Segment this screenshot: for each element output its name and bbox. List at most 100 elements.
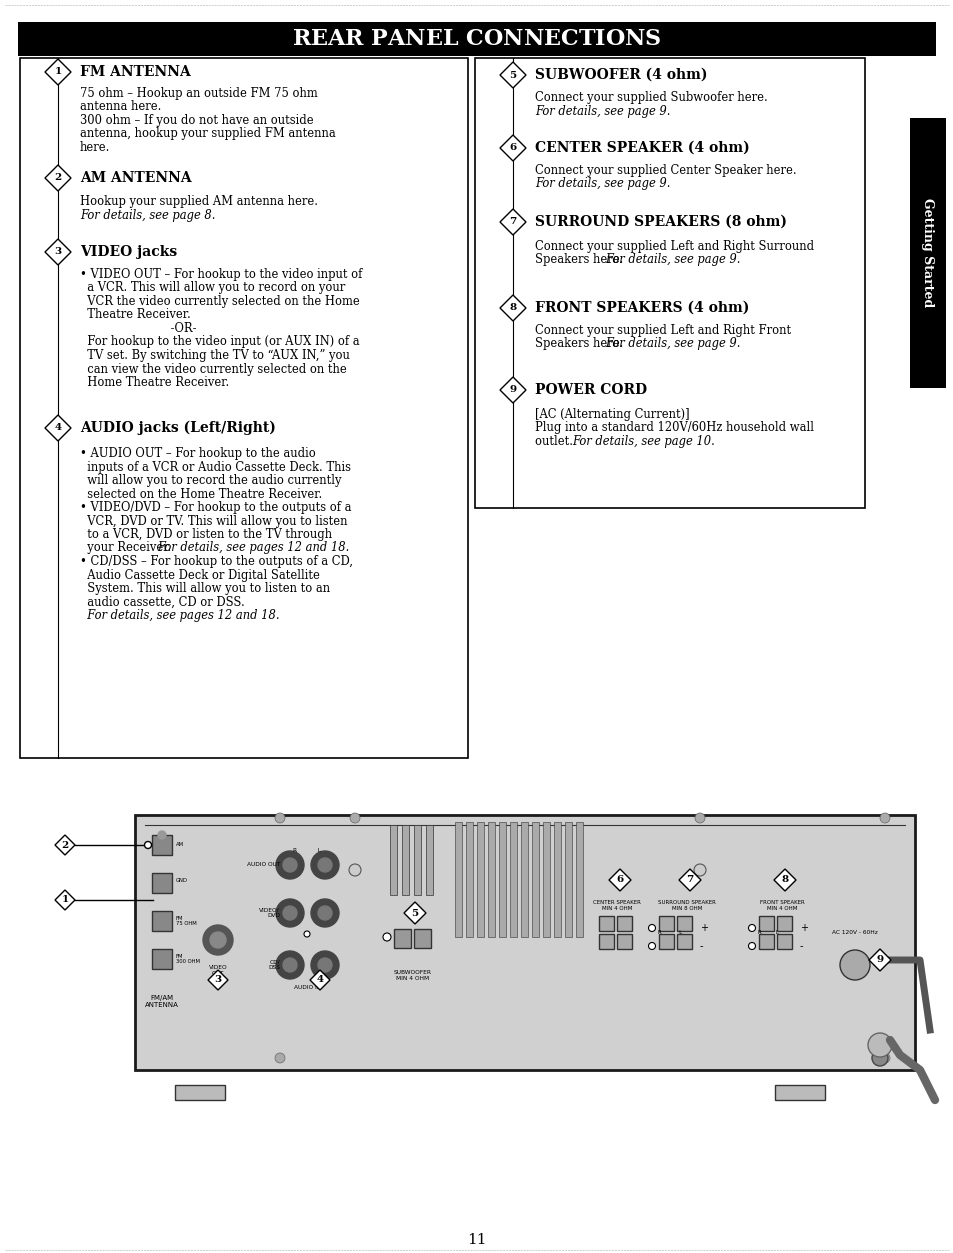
Text: • AUDIO OUT – For hookup to the audio: • AUDIO OUT – For hookup to the audio: [80, 447, 315, 460]
Polygon shape: [499, 61, 525, 88]
Circle shape: [275, 851, 304, 880]
FancyBboxPatch shape: [152, 949, 172, 969]
Text: AUDIO IN: AUDIO IN: [294, 985, 321, 990]
FancyBboxPatch shape: [777, 933, 792, 949]
Text: SUBWOOFER (4 ohm): SUBWOOFER (4 ohm): [535, 68, 707, 81]
Bar: [455, 822, 461, 937]
Polygon shape: [45, 59, 71, 85]
Bar: [909, 118, 945, 388]
Circle shape: [350, 813, 359, 823]
Text: 6: 6: [616, 876, 623, 885]
Text: a VCR. This will allow you to record on your: a VCR. This will allow you to record on …: [80, 282, 345, 294]
Bar: [774, 1085, 824, 1100]
Bar: [55, 799, 919, 1095]
Text: 9: 9: [509, 386, 516, 395]
Text: 1: 1: [61, 896, 69, 905]
Polygon shape: [45, 165, 71, 190]
Text: $\mathregular{R}$EAR $\mathregular{P}$ANEL $\mathregular{C}$ONNECTIONS: $\mathregular{R}$EAR $\mathregular{P}$AN…: [292, 28, 661, 50]
Text: 4: 4: [54, 424, 62, 432]
Bar: [135, 814, 914, 1070]
Circle shape: [283, 858, 296, 872]
Polygon shape: [868, 949, 890, 971]
Text: Connect your supplied Center Speaker here.: Connect your supplied Center Speaker her…: [535, 164, 796, 177]
Circle shape: [748, 942, 755, 950]
Polygon shape: [499, 294, 525, 321]
Circle shape: [274, 813, 285, 823]
Bar: [414, 824, 420, 895]
Bar: [476, 822, 483, 937]
Polygon shape: [208, 970, 228, 990]
Polygon shape: [499, 209, 525, 236]
Text: FM
300 OHM: FM 300 OHM: [175, 954, 200, 965]
Circle shape: [840, 950, 869, 980]
Circle shape: [871, 1050, 887, 1066]
Polygon shape: [45, 239, 71, 264]
Circle shape: [283, 906, 296, 920]
Polygon shape: [499, 377, 525, 403]
Text: can view the video currently selected on the: can view the video currently selected on…: [80, 362, 346, 376]
Text: R        L: R L: [757, 930, 778, 935]
Text: CENTER SPEAKER
MIN 4 OHM: CENTER SPEAKER MIN 4 OHM: [593, 900, 640, 911]
Bar: [20, 58, 468, 758]
Polygon shape: [45, 415, 71, 441]
Circle shape: [879, 813, 889, 823]
Text: 3: 3: [214, 976, 221, 985]
FancyBboxPatch shape: [598, 933, 614, 949]
Text: antenna, hookup your supplied FM antenna: antenna, hookup your supplied FM antenna: [80, 128, 335, 140]
Circle shape: [203, 925, 233, 955]
Text: • CD/DSS – For hookup to the outputs of a CD,: • CD/DSS – For hookup to the outputs of …: [80, 555, 353, 568]
Text: 6: 6: [509, 144, 517, 153]
Text: Connect your supplied Left and Right Surround: Connect your supplied Left and Right Sur…: [535, 241, 813, 253]
Text: VIDEO/
DVD: VIDEO/ DVD: [259, 907, 280, 918]
Circle shape: [317, 959, 332, 972]
Circle shape: [158, 831, 166, 840]
FancyBboxPatch shape: [152, 911, 172, 931]
Text: your Receiver.: your Receiver.: [80, 541, 174, 555]
Text: • VIDEO/DVD – For hookup to the outputs of a: • VIDEO/DVD – For hookup to the outputs …: [80, 501, 351, 514]
Text: will allow you to record the audio currently: will allow you to record the audio curre…: [80, 474, 341, 487]
FancyBboxPatch shape: [677, 933, 692, 949]
Text: For details, see page 8.: For details, see page 8.: [80, 208, 215, 222]
Bar: [401, 824, 409, 895]
Polygon shape: [310, 970, 330, 990]
Text: Getting Started: Getting Started: [921, 198, 934, 308]
Text: VCR the video currently selected on the Home: VCR the video currently selected on the …: [80, 294, 359, 308]
Text: Theatre Receiver.: Theatre Receiver.: [80, 308, 191, 322]
Bar: [426, 824, 433, 895]
Circle shape: [311, 898, 338, 927]
Text: For details, see page 9.: For details, see page 9.: [535, 104, 670, 118]
Text: Hookup your supplied AM antenna here.: Hookup your supplied AM antenna here.: [80, 195, 317, 208]
Text: FM ANTENNA: FM ANTENNA: [80, 65, 191, 79]
Text: [AC (Alternating Current)]: [AC (Alternating Current)]: [535, 408, 689, 421]
Bar: [576, 822, 582, 937]
Text: audio cassette, CD or DSS.: audio cassette, CD or DSS.: [80, 595, 245, 609]
Text: -OR-: -OR-: [80, 322, 196, 335]
Circle shape: [879, 1053, 889, 1063]
Polygon shape: [403, 902, 426, 923]
Text: antenna here.: antenna here.: [80, 100, 161, 114]
Text: 8: 8: [509, 303, 516, 312]
Circle shape: [648, 942, 655, 950]
Polygon shape: [679, 870, 700, 891]
Text: 9: 9: [876, 956, 882, 965]
Text: VIDEO
OUT: VIDEO OUT: [209, 965, 227, 976]
Text: For hookup to the video input (or AUX IN) of a: For hookup to the video input (or AUX IN…: [80, 336, 359, 348]
Bar: [390, 824, 396, 895]
Text: GND: GND: [175, 877, 188, 888]
FancyBboxPatch shape: [414, 928, 431, 947]
Text: AC 120V - 60Hz: AC 120V - 60Hz: [831, 930, 877, 935]
Text: 8: 8: [781, 876, 788, 885]
Text: Audio Cassette Deck or Digital Satellite: Audio Cassette Deck or Digital Satellite: [80, 569, 319, 581]
Text: Speakers here.: Speakers here.: [535, 253, 626, 267]
FancyBboxPatch shape: [617, 916, 632, 931]
FancyBboxPatch shape: [395, 928, 411, 947]
Circle shape: [210, 932, 226, 949]
Text: SURROUND SPEAKER
MIN 8 OHM: SURROUND SPEAKER MIN 8 OHM: [658, 900, 715, 911]
FancyBboxPatch shape: [152, 873, 172, 893]
Text: AUDIO OUT: AUDIO OUT: [247, 862, 280, 867]
Text: AUDIO jacks (Left/Right): AUDIO jacks (Left/Right): [80, 421, 275, 435]
Text: CD/
DSS: CD/ DSS: [268, 960, 280, 970]
Circle shape: [867, 1032, 891, 1058]
Circle shape: [144, 842, 152, 848]
Circle shape: [748, 925, 755, 931]
